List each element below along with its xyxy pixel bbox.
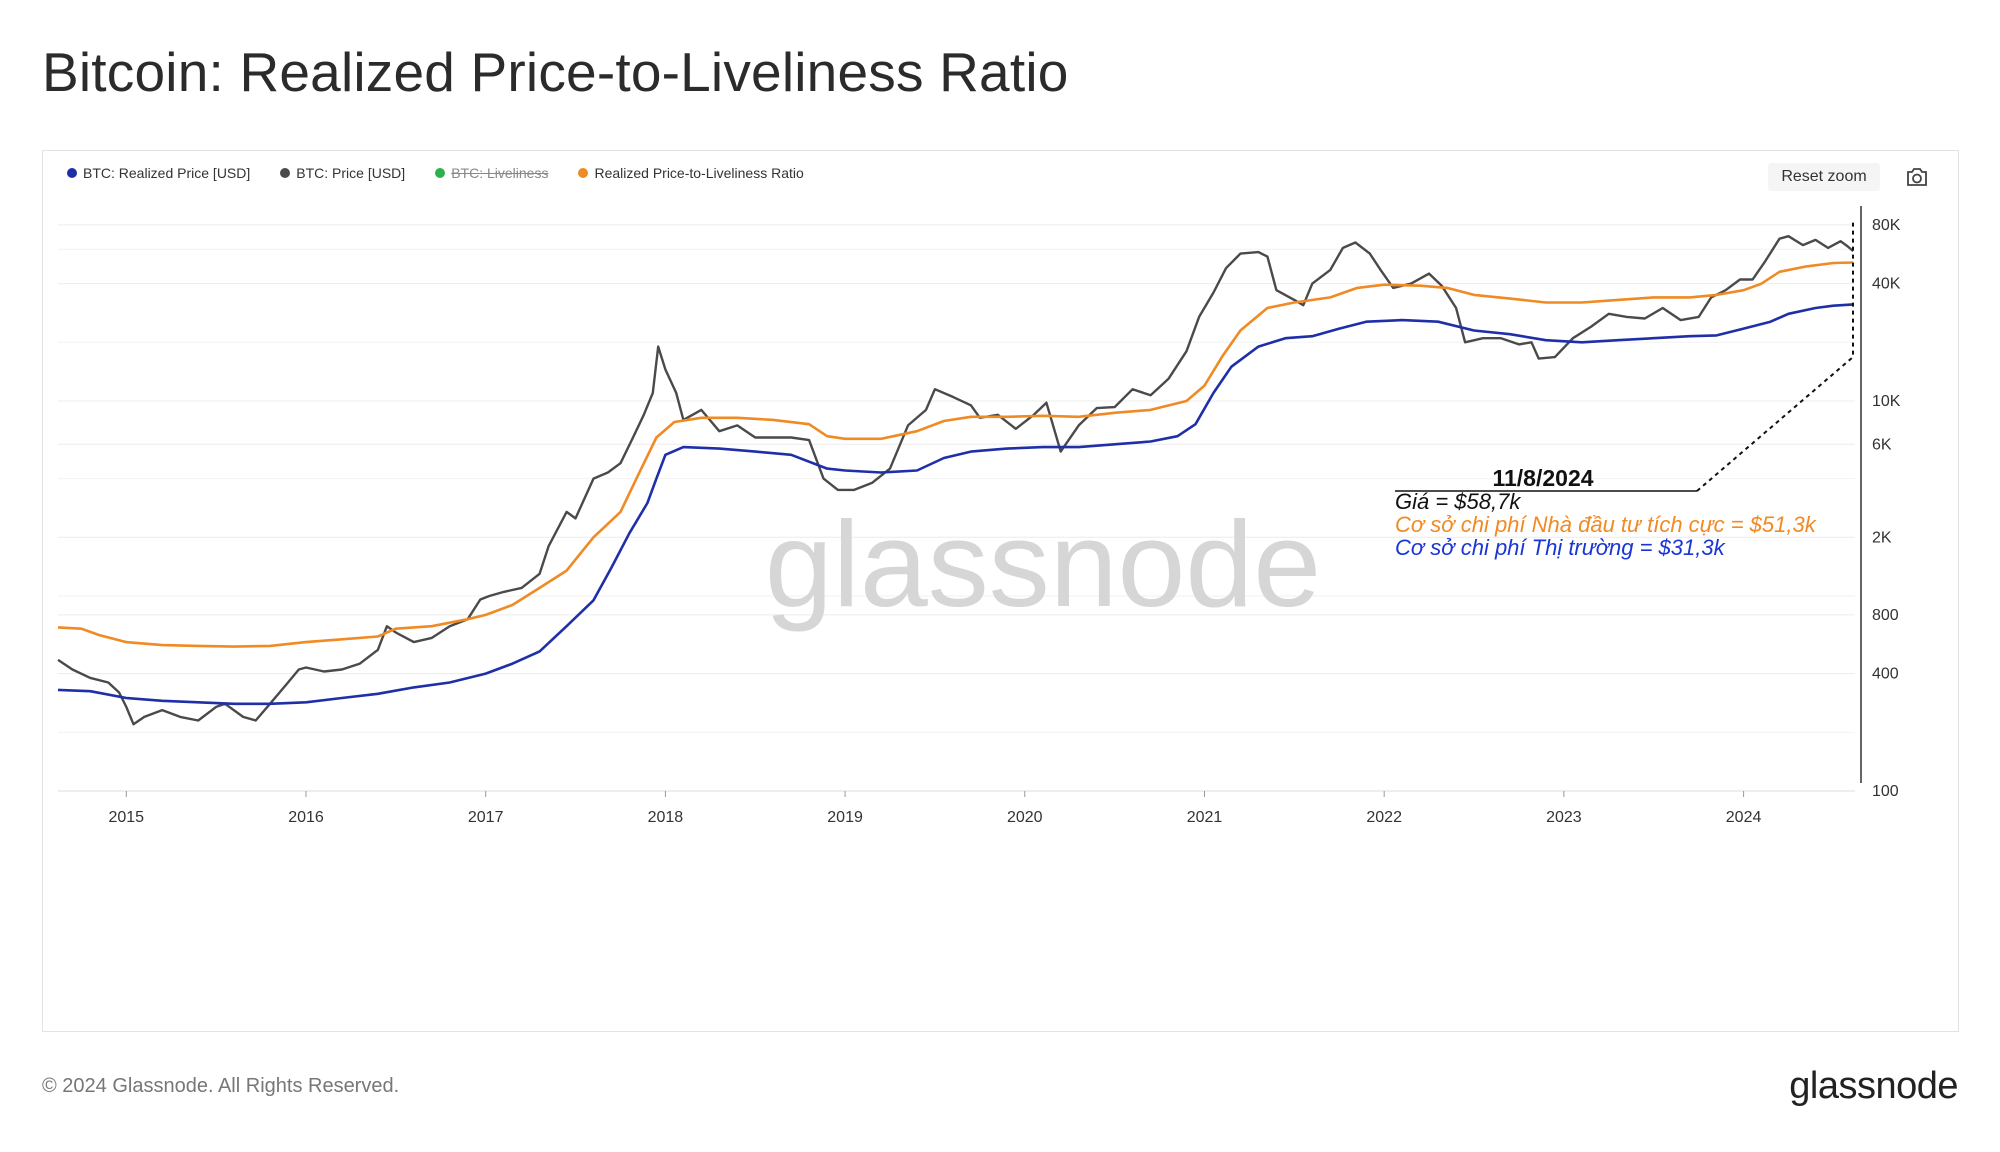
camera-icon[interactable] [1905, 166, 1929, 188]
x-tick-label: 2023 [1546, 809, 1582, 826]
x-tick-label: 2020 [1007, 809, 1043, 826]
x-tick-label: 2015 [108, 809, 144, 826]
reset-zoom-button[interactable]: Reset zoom [1768, 163, 1880, 191]
x-tick-label: 2018 [648, 809, 684, 826]
legend-item-btc-price[interactable]: BTC: Price [USD] [280, 165, 405, 181]
footer-logo: glassnode [1789, 1065, 1958, 1107]
y-tick-label: 100 [1872, 783, 1899, 800]
legend-label: BTC: Realized Price [USD] [83, 165, 251, 181]
legend-swatch-ratio [578, 168, 589, 178]
legend-label: BTC: Price [USD] [296, 165, 406, 181]
y-tick-label: 40K [1872, 276, 1901, 293]
legend-swatch-realized-price [67, 168, 77, 178]
page-title: Bitcoin: Realized Price-to-Liveliness Ra… [42, 41, 1069, 103]
legend-label: BTC: Liveliness [451, 165, 549, 181]
legend: BTC: Realized Price [USD] BTC: Price [US… [67, 165, 804, 181]
annotation-market-basis: Cơ sở chi phí Thị trường = $31,3k [1395, 535, 1726, 560]
annotation-date: 11/8/2024 [1492, 465, 1593, 491]
x-tick-label: 2017 [468, 809, 504, 826]
series-line-realized-price-to-liveliness-ratio [57, 261, 1854, 648]
annotation-price: Giá = $58,7k [1395, 489, 1521, 514]
y-tick-label: 800 [1872, 607, 1899, 624]
series-group [57, 235, 1854, 726]
x-tick-label: 2021 [1187, 809, 1223, 826]
grid [58, 224, 1855, 792]
x-axis-ticks: 2015 2016 2017 2018 2019 2020 2021 2022 2023 2024 [108, 791, 1761, 826]
x-tick-label: 2022 [1366, 809, 1402, 826]
series-line-btc-price-usd [57, 235, 1854, 726]
annotation-leader [1696, 221, 1854, 492]
chart-panel: BTC: Realized Price [USD] BTC: Price [US… [42, 150, 1959, 1032]
legend-item-ratio[interactable]: Realized Price-to-Liveliness Ratio [578, 165, 804, 181]
legend-swatch-liveliness [435, 168, 446, 178]
x-tick-label: 2024 [1726, 809, 1762, 826]
watermark: glassnode [765, 496, 1321, 632]
y-tick-label: 10K [1872, 393, 1901, 410]
annotation: 11/8/2024 Giá = $58,7k Cơ sở chi phí Nhà… [1395, 221, 1854, 560]
annotation-active-basis: Cơ sở chi phí Nhà đầu tư tích cực = $51,… [1395, 512, 1817, 537]
y-tick-label: 80K [1872, 217, 1901, 234]
y-tick-label: 2K [1872, 529, 1892, 546]
y-tick-label: 6K [1872, 436, 1892, 453]
legend-label: Realized Price-to-Liveliness Ratio [594, 165, 804, 181]
y-tick-label: 400 [1872, 666, 1899, 683]
footer-copyright: © 2024 Glassnode. All Rights Reserved. [42, 1075, 400, 1097]
x-tick-label: 2019 [827, 809, 863, 826]
legend-item-realized-price[interactable]: BTC: Realized Price [USD] [67, 165, 250, 181]
legend-swatch-btc-price [280, 168, 291, 178]
y-axis-ticks: 100 400 800 2K 6K 10K 40K 80K [1872, 217, 1901, 800]
series-line-btc-realized-price-usd [57, 303, 1854, 706]
x-tick-label: 2016 [288, 809, 324, 826]
legend-item-liveliness[interactable]: BTC: Liveliness [435, 165, 548, 181]
